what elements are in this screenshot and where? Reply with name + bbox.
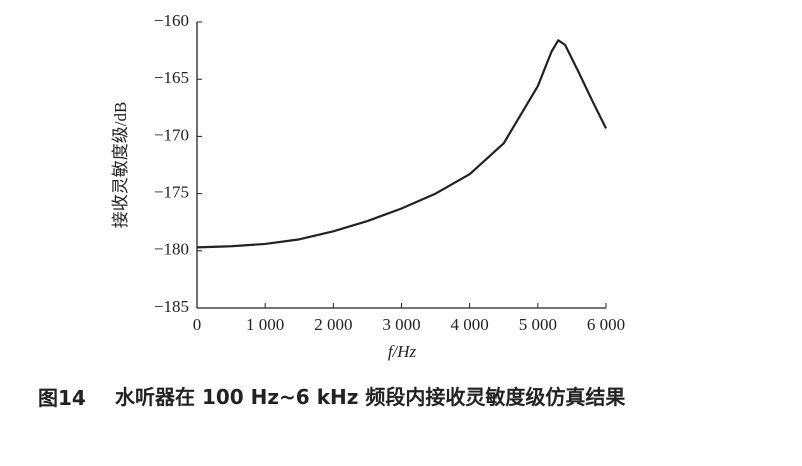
x-tick-label: 0	[193, 315, 202, 334]
x-tick-label: 6 000	[587, 315, 625, 334]
y-tick-label: −170	[154, 125, 189, 144]
y-tick-label: −185	[154, 297, 189, 316]
y-axis-label: 接收灵敏度级/dB	[111, 102, 130, 229]
y-tick-label: −160	[154, 11, 189, 30]
y-tick-label: −180	[154, 240, 189, 259]
caption-label: 图14	[38, 386, 86, 410]
x-tick-label: 4 000	[451, 315, 489, 334]
x-tick-label: 1 000	[246, 315, 284, 334]
x-tick-label: 3 000	[382, 315, 420, 334]
x-tick-label: 5 000	[519, 315, 557, 334]
x-axis-label: f/Hz	[388, 342, 417, 361]
y-tick-label: −165	[154, 68, 189, 87]
chart: 接收灵敏度级/dB f/Hz −185 −180 −175 −170 −165 −160 0…	[111, 11, 625, 361]
x-tick-label: 2 000	[314, 315, 352, 334]
line-series	[196, 39, 607, 249]
caption-text: 水听器在 100 Hz~6 kHz 频段内接收灵敏度级仿真结果	[115, 385, 626, 409]
y-tick-label: −175	[154, 183, 189, 202]
